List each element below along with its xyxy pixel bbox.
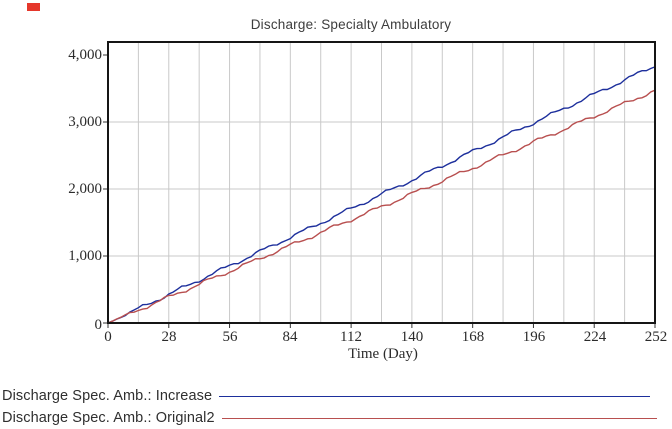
legend-line-sample-red xyxy=(221,417,657,419)
series-line-original2 xyxy=(107,89,656,324)
legend-line-sample-blue xyxy=(219,395,650,397)
y-tick-label: 2,000 xyxy=(68,181,102,197)
x-tick-label: 252 xyxy=(644,329,668,345)
x-tick-label: 196 xyxy=(522,329,546,345)
y-tick-label: 3,000 xyxy=(68,114,102,130)
red-marker xyxy=(27,3,40,11)
x-tick-label: 84 xyxy=(282,329,298,345)
x-tick-label: 56 xyxy=(222,329,238,345)
x-tick-label: 140 xyxy=(400,329,424,345)
y-tick-label: 1,000 xyxy=(68,248,102,264)
x-tick-label: 0 xyxy=(104,329,112,345)
y-tick-label: 4,000 xyxy=(68,47,102,63)
plot-frame xyxy=(107,41,656,324)
x-tick-label: 28 xyxy=(161,329,177,345)
x-tick-label: 224 xyxy=(583,329,607,345)
x-axis-title: Time (Day) xyxy=(348,346,418,362)
legend-item-increase: Discharge Spec. Amb.: Increase xyxy=(2,387,650,404)
legend-item-original2: Discharge Spec. Amb.: Original2 xyxy=(2,409,657,426)
legend-label: Discharge Spec. Amb.: Original2 xyxy=(2,409,215,426)
y-tick-label: 0 xyxy=(94,317,103,333)
legend-label: Discharge Spec. Amb.: Increase xyxy=(2,387,213,404)
x-tick-label: 168 xyxy=(461,329,485,345)
chart-title: Discharge: Specialty Ambulatory xyxy=(250,17,452,32)
x-tick-label: 112 xyxy=(340,329,362,345)
series-line-increase xyxy=(107,66,656,324)
